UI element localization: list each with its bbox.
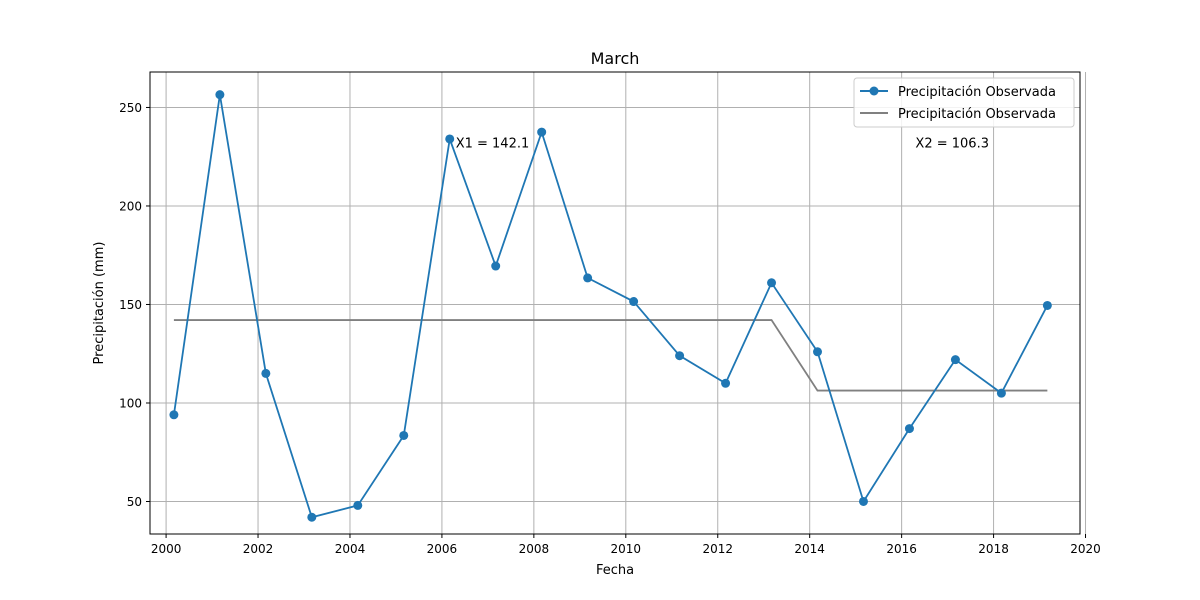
x-tick-label: 2002 xyxy=(243,542,274,556)
plot-frame xyxy=(149,71,1081,535)
x-tick-label: 2010 xyxy=(611,542,642,556)
x-tick-label: 2014 xyxy=(794,542,825,556)
data-point-observed xyxy=(904,424,914,434)
y-axis-label: Precipitación (mm) xyxy=(92,242,107,365)
chart-title: March xyxy=(591,49,640,68)
data-point-observed xyxy=(399,430,409,440)
data-point-observed xyxy=(858,496,868,506)
y-tick-label: 200 xyxy=(119,199,142,213)
data-point-observed xyxy=(491,261,501,271)
grid xyxy=(150,72,1087,534)
legend-box xyxy=(853,77,1075,128)
data-point-observed xyxy=(445,134,455,144)
annotation-label: X2 = 106.3 xyxy=(915,136,989,151)
data-point-observed xyxy=(950,355,960,365)
data-point-observed xyxy=(1042,300,1052,310)
data-point-observed xyxy=(996,388,1006,398)
legend-marker-observed xyxy=(869,86,879,96)
x-tick-label: 2012 xyxy=(702,542,733,556)
data-point-observed xyxy=(307,512,317,522)
data-point-observed xyxy=(537,127,547,137)
x-tick-label: 2008 xyxy=(519,542,550,556)
data-point-observed xyxy=(721,378,731,388)
data-point-observed xyxy=(169,410,179,420)
x-tick-label: 2006 xyxy=(427,542,458,556)
x-tick-label: 2018 xyxy=(978,542,1009,556)
y-tick-label: 150 xyxy=(119,298,142,312)
data-point-observed xyxy=(261,368,271,378)
annotation-label: X1 = 142.1 xyxy=(456,136,530,151)
x-tick-label: 2020 xyxy=(1070,542,1101,556)
x-tick-label: 2000 xyxy=(151,542,182,556)
data-point-observed xyxy=(813,347,823,357)
data-point-observed xyxy=(675,351,685,361)
y-axis: 50 100 150 200 250 xyxy=(119,101,150,509)
series-line-observed xyxy=(173,94,1049,519)
y-tick-label: 250 xyxy=(119,101,142,115)
annotations: X1 = 142.1 X2 = 106.3 xyxy=(456,136,989,151)
legend-label-step: Precipitación Observada xyxy=(898,107,1056,122)
data-point-observed xyxy=(215,90,225,100)
data-point-observed xyxy=(583,273,593,283)
x-axis-label: Fecha xyxy=(596,563,634,578)
data-point-observed xyxy=(353,500,363,510)
x-tick-label: 2004 xyxy=(335,542,366,556)
x-tick-label: 2016 xyxy=(886,542,917,556)
series-line-step xyxy=(173,319,1048,392)
data-point-observed xyxy=(767,278,777,288)
series-layer xyxy=(169,90,1052,522)
legend-label-observed: Precipitación Observada xyxy=(898,85,1056,100)
y-tick-label: 100 xyxy=(119,396,142,410)
y-tick-label: 50 xyxy=(127,495,142,509)
legend: Precipitación Observada Precipitación Ob… xyxy=(853,77,1075,128)
x-axis: 2000 2002 2004 2006 2008 2010 2012 2014 2016 2018… xyxy=(151,534,1101,556)
data-point-observed xyxy=(629,297,639,307)
